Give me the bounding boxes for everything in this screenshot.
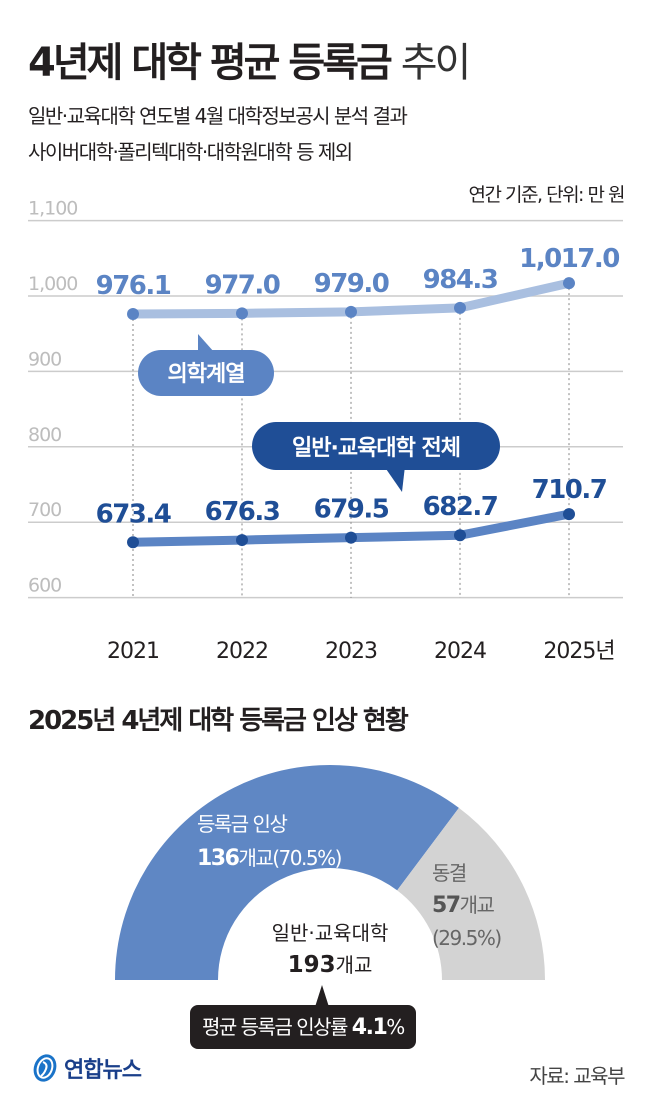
data-point xyxy=(454,529,466,542)
legend-callout-overall: 일반·교육대학 전체 xyxy=(252,422,500,492)
yonhap-globe-icon xyxy=(33,1054,57,1082)
data-point xyxy=(236,534,248,547)
unit-note: 연간 기준, 단위: 만 원 xyxy=(468,184,626,206)
chart-callouts: 의학계열 일반·교육대학 전체 xyxy=(138,334,500,492)
freeze-pct: (29.5%) xyxy=(432,926,502,950)
legend-medical-label: 의학계열 xyxy=(168,362,245,387)
slice-freeze xyxy=(397,807,545,980)
data-point xyxy=(454,301,466,314)
data-label: 1,017.0 xyxy=(519,244,619,274)
data-point xyxy=(345,531,357,544)
center-count: 193 xyxy=(287,952,336,978)
data-label: 984.3 xyxy=(423,265,498,295)
data-label: 682.7 xyxy=(423,492,498,522)
rise-unit: 개교 xyxy=(238,846,273,870)
data-label: 976.1 xyxy=(96,271,171,301)
title-bold: 4년제 대학 평균 등록금 xyxy=(28,40,393,86)
chart-vertical-guides: 2021 2022 2023 2024 2025년 xyxy=(107,283,616,664)
x-tick-label: 2022 xyxy=(216,639,268,664)
subtitle-line1: 일반·교육대학 연도별 4월 대학정보공시 분석 결과 xyxy=(28,104,408,128)
chart-series: 976.1 977.0 979.0 984.3 1,017.0 673.4 676.3 679… xyxy=(96,244,621,549)
freeze-label: 동결 57개교 (29.5%) xyxy=(432,857,502,954)
data-label: 673.4 xyxy=(96,499,171,529)
y-tick-label: 800 xyxy=(28,424,61,446)
avg-text: 평균 등록금 인상률 xyxy=(202,1015,348,1039)
x-tick-label: 2023 xyxy=(325,639,377,664)
x-tick-label: 2021 xyxy=(107,639,159,664)
rise-name: 등록금 인상 xyxy=(197,812,288,836)
avg-value: 4.1 xyxy=(351,1015,388,1040)
x-tick-label: 2024 xyxy=(434,639,486,664)
data-label: 977.0 xyxy=(205,270,280,300)
donut-title: 2025년 4년제 대학 등록금 인상 현황 xyxy=(28,706,409,736)
data-label: 710.7 xyxy=(532,475,607,505)
center-unit: 개교 xyxy=(335,953,373,977)
x-tick-label: 2025년 xyxy=(543,639,614,664)
data-point xyxy=(127,308,139,321)
subtitle-line2: 사이버대학·폴리텍대학·대학원대학 등 제외 xyxy=(28,140,353,164)
data-point xyxy=(127,536,139,549)
avg-unit: % xyxy=(386,1015,405,1039)
avg-increase-badge: 평균 등록금 인상률 4.1% xyxy=(190,1005,416,1049)
freeze-count: 57 xyxy=(432,893,461,918)
avg-badge-pointer xyxy=(315,985,329,1007)
legend-callout-medical: 의학계열 xyxy=(138,334,274,396)
half-donut-chart xyxy=(115,765,545,980)
y-tick-label: 1,100 xyxy=(28,198,77,220)
freeze-name: 동결 xyxy=(432,861,467,885)
donut-center-label: 일반·교육대학 193개교 xyxy=(230,917,430,981)
legend-overall-label: 일반·교육대학 전체 xyxy=(292,436,460,461)
slice-rise xyxy=(115,765,459,980)
yonhap-logo: 연합뉴스 xyxy=(30,1052,142,1084)
y-tick-label: 700 xyxy=(28,499,61,521)
data-point xyxy=(236,307,248,320)
freeze-unit: 개교 xyxy=(459,893,495,917)
logo-text: 연합뉴스 xyxy=(64,1058,142,1083)
rise-count: 136 xyxy=(197,846,240,871)
data-label: 979.0 xyxy=(314,269,389,299)
data-point xyxy=(563,277,575,290)
data-point xyxy=(345,305,357,318)
center-name: 일반·교육대학 xyxy=(271,921,389,945)
rise-label: 등록금 인상 136개교(70.5%) xyxy=(197,807,342,876)
title-light: 추이 xyxy=(400,40,472,86)
data-label: 679.5 xyxy=(314,495,389,525)
y-tick-label: 600 xyxy=(28,575,61,597)
y-tick-label: 1,000 xyxy=(28,273,77,295)
y-tick-label: 900 xyxy=(28,348,61,370)
data-label: 676.3 xyxy=(205,497,280,527)
source-note: 자료: 교육부 xyxy=(529,1064,625,1088)
page-title: 4년제 대학 평균 등록금 추이 xyxy=(28,30,472,88)
rise-pct: (70.5%) xyxy=(272,846,342,870)
data-point xyxy=(563,508,575,521)
